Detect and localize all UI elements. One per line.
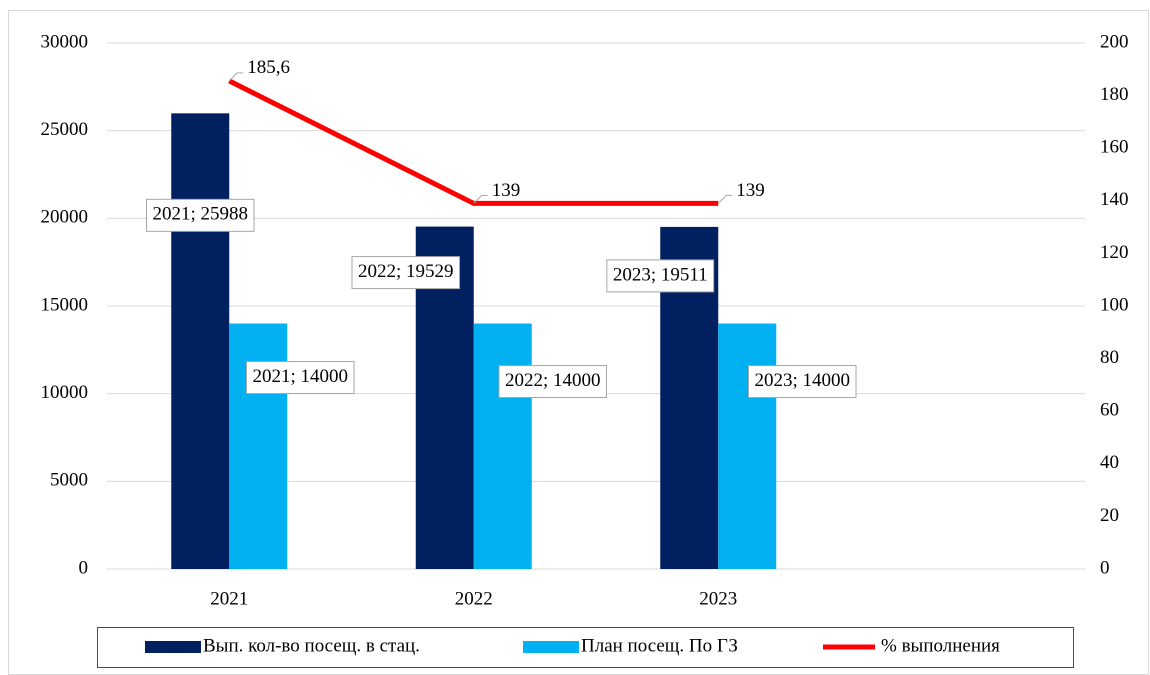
legend-box [97, 627, 1074, 668]
y2-tick-label: 20 [1100, 505, 1119, 526]
x-tick-label: 2022 [455, 588, 493, 609]
data-label: 2021; 25988 [152, 204, 248, 225]
y2-tick-label: 0 [1100, 557, 1110, 578]
y2-tick-label: 160 [1100, 137, 1129, 158]
legend-label: План посещ. По ГЗ [581, 635, 738, 656]
y2-tick-label: 180 [1100, 84, 1129, 105]
bar [171, 113, 230, 569]
y2-tick-label: 200 [1100, 31, 1129, 52]
data-label: 2022; 19529 [358, 261, 454, 282]
leader-line [228, 72, 244, 82]
data-label: 2021; 14000 [252, 366, 348, 387]
data-label: 185,6 [247, 57, 290, 78]
y-tick-label: 25000 [41, 119, 89, 140]
data-label-box [351, 256, 461, 290]
data-label-box [145, 198, 255, 232]
data-label-box [606, 259, 715, 293]
y2-tick-label: 80 [1100, 347, 1119, 368]
y-tick-label: 30000 [41, 31, 89, 52]
y-tick-label: 20000 [41, 207, 89, 228]
bar [229, 323, 288, 569]
bar [718, 323, 777, 569]
legend-label: Вып. кол-во посещ. в стац. [203, 635, 420, 656]
data-label: 2023; 19511 [613, 264, 708, 285]
y-tick-label: 10000 [41, 382, 89, 403]
data-label: 2022; 14000 [505, 370, 601, 391]
legend-swatch [145, 641, 201, 653]
y-tick-label: 0 [79, 557, 89, 578]
data-label-box [498, 365, 608, 399]
y-tick-label: 5000 [50, 470, 88, 491]
x-tick-label: 2021 [210, 588, 248, 609]
data-label-box [245, 361, 355, 395]
data-label: 139 [492, 180, 521, 201]
data-label-box [747, 365, 857, 399]
data-label: 2023; 14000 [754, 370, 850, 391]
data-label: 139 [736, 180, 765, 201]
y2-tick-label: 100 [1100, 294, 1129, 315]
y2-tick-label: 60 [1100, 400, 1119, 421]
leader-line [717, 194, 733, 204]
y2-tick-label: 40 [1100, 452, 1119, 473]
legend-swatch [523, 641, 579, 653]
x-tick-label: 2023 [699, 588, 737, 609]
bar [473, 323, 532, 569]
y2-tick-label: 120 [1100, 242, 1129, 263]
y-tick-label: 15000 [41, 294, 89, 315]
legend-label: % выполнения [881, 635, 1000, 656]
leader-line [473, 194, 488, 204]
y2-tick-label: 140 [1100, 189, 1129, 210]
